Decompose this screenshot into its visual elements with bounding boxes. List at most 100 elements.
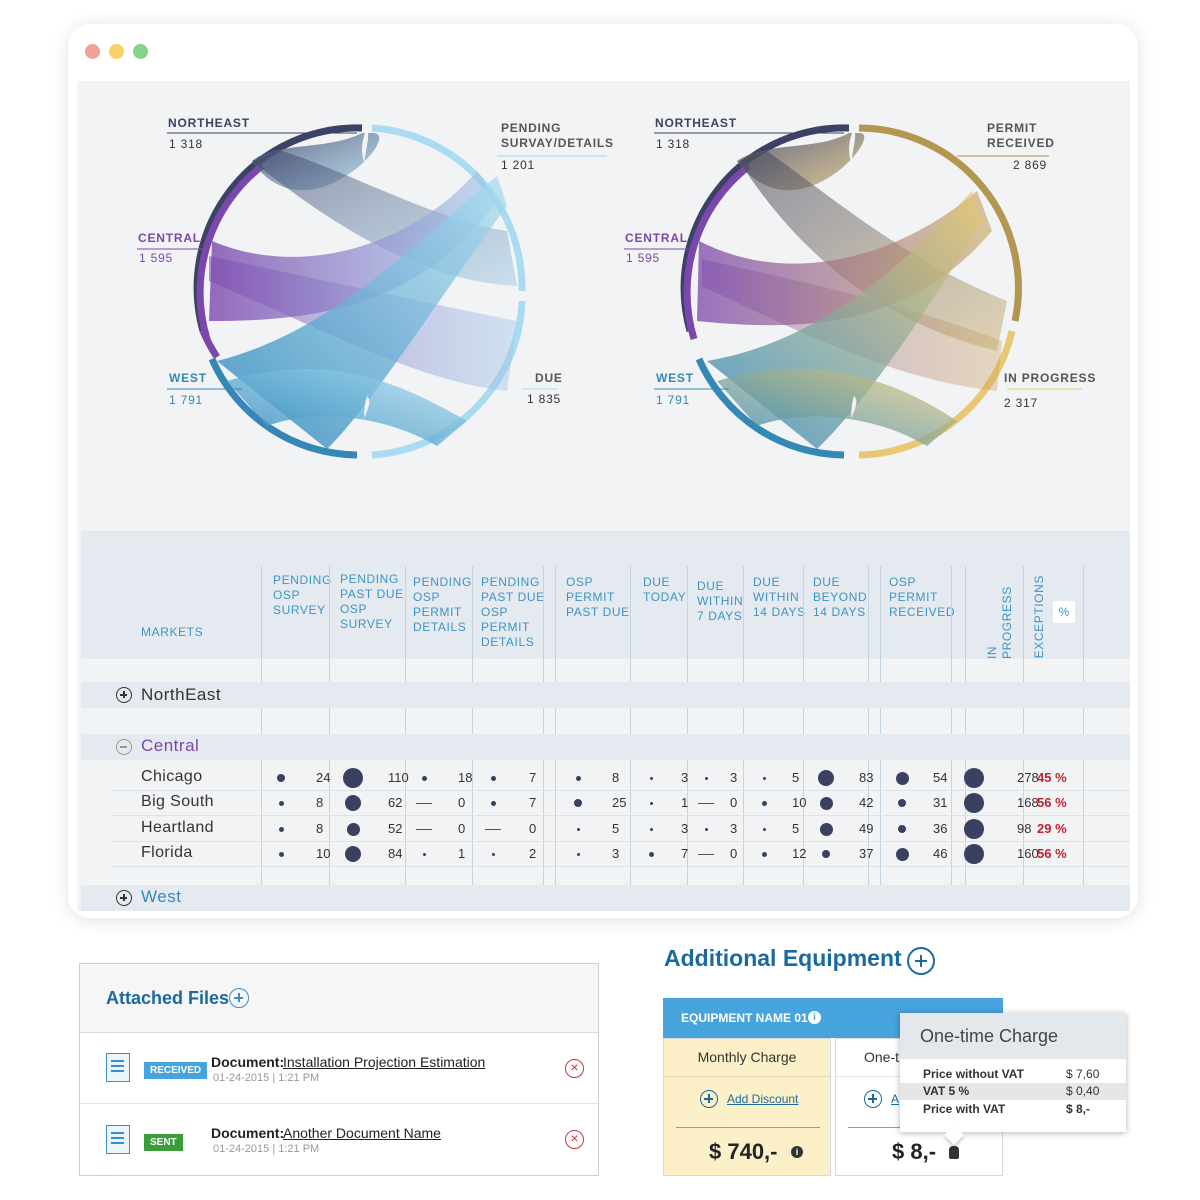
- add-file-icon[interactable]: [229, 988, 249, 1008]
- arc-permit-received[interactable]: [858, 124, 1022, 322]
- col-header-6[interactable]: DUE WITHIN 7 DAYS: [697, 579, 744, 623]
- cell-value: 42: [859, 795, 874, 810]
- expand-icon-northeast[interactable]: [116, 687, 132, 703]
- cell-value: 54: [933, 770, 948, 785]
- chord-left-value-central: 1 595: [139, 251, 174, 265]
- zero-dash: [485, 829, 501, 830]
- maximize-dot[interactable]: [133, 44, 148, 59]
- cell-value: 84: [388, 846, 403, 861]
- cell-value: 8: [316, 795, 324, 810]
- cell-value: 10: [316, 846, 331, 861]
- value-bubble: [575, 775, 581, 781]
- chord-left-label-pending: PENDING SURVAY/DETAILS: [501, 121, 614, 150]
- zero-dash: [416, 803, 432, 804]
- cell-value: 3: [730, 821, 738, 836]
- minimize-dot[interactable]: [109, 44, 124, 59]
- col-header-1[interactable]: PENDING PAST DUE OSP SURVEY: [340, 572, 404, 631]
- row-market-name[interactable]: Big South: [141, 793, 214, 810]
- cell-value: 7: [529, 770, 537, 785]
- doc-link[interactable]: Installation Projection Estimation: [283, 1054, 486, 1070]
- cell-value: 25: [612, 795, 627, 810]
- doc-date: 01-24-2015 | 1:21 PM: [213, 1072, 320, 1084]
- add-plus-icon[interactable]: [864, 1090, 882, 1108]
- pct-toggle[interactable]: %: [1053, 601, 1075, 623]
- zero-dash: [698, 803, 714, 804]
- value-bubble: [964, 793, 984, 813]
- value-bubble: [278, 851, 284, 857]
- add-discount-plus-icon[interactable]: [700, 1090, 718, 1108]
- col-header-2[interactable]: PENDING OSP PERMIT DETAILS: [413, 575, 472, 634]
- document-icon: [106, 1053, 130, 1082]
- monthly-charge-column: Monthly Charge Add Discount $ 740,- i: [663, 1038, 831, 1176]
- arc-central-2[interactable]: [683, 163, 752, 341]
- tooltip-row-label: VAT 5 %: [923, 1084, 970, 1098]
- doc-link[interactable]: Another Document Name: [283, 1125, 441, 1141]
- col-header-8[interactable]: DUE BEYOND 14 DAYS: [813, 575, 868, 619]
- cell-value: 1: [458, 846, 466, 861]
- arc-west[interactable]: [208, 357, 358, 459]
- cell-value: 31: [933, 795, 948, 810]
- chord-right: [680, 124, 1022, 459]
- col-header-4[interactable]: OSP PERMIT PAST DUE: [566, 575, 630, 619]
- cell-value: 12: [792, 846, 807, 861]
- add-discount-link[interactable]: Add Discount: [727, 1092, 799, 1106]
- arc-due[interactable]: [371, 300, 526, 459]
- cell-value: 5: [792, 821, 800, 836]
- col-header-exceptions[interactable]: EXCEPTIONS: [1032, 575, 1046, 659]
- add-link[interactable]: A: [891, 1092, 900, 1106]
- arc-central[interactable]: [196, 163, 265, 341]
- cell-value: 46: [933, 846, 948, 861]
- row-market-name[interactable]: Chicago: [141, 768, 203, 785]
- cell-value: 168: [1017, 795, 1039, 810]
- col-header-in-progress[interactable]: IN PROGRESS: [985, 586, 1014, 659]
- group-label-northeast[interactable]: NorthEast: [141, 685, 222, 704]
- row-market-name[interactable]: Florida: [141, 844, 193, 861]
- collapse-icon-central[interactable]: [116, 739, 132, 755]
- table-row[interactable]: [111, 841, 1130, 867]
- col-header-9[interactable]: OSP PERMIT RECEIVED: [889, 575, 956, 619]
- group-label-central[interactable]: Central: [141, 736, 200, 755]
- chord-left-value-due: 1 835: [527, 392, 562, 406]
- zero-dash: [416, 829, 432, 830]
- arc-in-progress[interactable]: [858, 330, 1016, 459]
- close-dot[interactable]: [85, 44, 100, 59]
- col-header-7[interactable]: DUE WITHIN 14 DAYS: [753, 575, 806, 619]
- value-bubble: [278, 800, 284, 806]
- col-header-5[interactable]: DUE TODAY: [643, 575, 687, 604]
- chord-right-value-northeast: 1 318: [656, 137, 691, 151]
- group-label-west[interactable]: West: [141, 887, 182, 906]
- tooltip-row-value: $ 0,40: [1066, 1084, 1100, 1098]
- cell-value: 5: [792, 770, 800, 785]
- chord-left-value-northeast: 1 318: [169, 137, 204, 151]
- add-equipment-icon[interactable]: [907, 947, 935, 975]
- cell-value: 110: [388, 770, 409, 785]
- monthly-price: $ 740,-: [709, 1139, 778, 1164]
- price-info-icon[interactable]: i: [791, 1146, 803, 1158]
- table-row[interactable]: [111, 816, 1130, 842]
- window-controls: [85, 44, 148, 59]
- info-icon[interactable]: i: [808, 1011, 821, 1024]
- cell-value: 8: [316, 821, 324, 836]
- cell-value: 0: [458, 821, 466, 836]
- value-bubble: [576, 827, 580, 831]
- expand-icon-west[interactable]: [116, 890, 132, 906]
- equipment-name: EQUIPMENT NAME 01: [681, 1011, 808, 1025]
- leader-lines: [137, 132, 1082, 390]
- remove-file-icon[interactable]: ×: [565, 1130, 584, 1149]
- table-row[interactable]: [111, 765, 1130, 791]
- chord-right-label-west: WEST: [656, 371, 694, 385]
- row-market-name[interactable]: Heartland: [141, 819, 214, 836]
- table-row[interactable]: [111, 790, 1130, 816]
- group-row-northeast[interactable]: [81, 682, 1130, 708]
- col-header-3[interactable]: PENDING PAST DUE OSP PERMIT DETAILS: [481, 575, 545, 649]
- arc-west-2[interactable]: [695, 357, 845, 459]
- doc-prefix: Document:: [211, 1125, 285, 1141]
- group-row-central[interactable]: [81, 734, 1130, 760]
- group-row-west[interactable]: [81, 885, 1130, 911]
- cell-value: 10: [792, 795, 807, 810]
- col-header-0[interactable]: PENDING OSP SURVEY: [273, 573, 332, 617]
- chord-left-label-due: DUE: [535, 371, 563, 385]
- onetime-price: $ 8,-: [892, 1139, 937, 1164]
- remove-file-icon[interactable]: ×: [565, 1059, 584, 1078]
- status-badge-sent: SENT: [144, 1134, 183, 1151]
